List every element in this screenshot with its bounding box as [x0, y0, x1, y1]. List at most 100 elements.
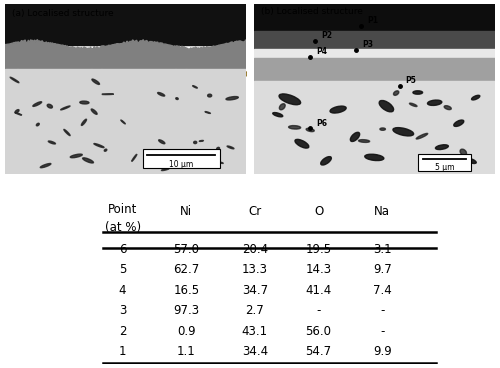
Text: 1.1: 1.1: [177, 345, 196, 358]
Ellipse shape: [48, 141, 56, 144]
Text: 7.4: 7.4: [373, 284, 392, 297]
Bar: [254, 81, 495, 174]
Ellipse shape: [320, 157, 332, 165]
Bar: [5, 68, 246, 174]
Ellipse shape: [279, 94, 300, 105]
Ellipse shape: [472, 95, 480, 100]
Ellipse shape: [208, 94, 212, 97]
Text: 9.7: 9.7: [373, 263, 392, 276]
Bar: [254, 4, 495, 31]
Ellipse shape: [147, 154, 151, 156]
Text: 2: 2: [119, 325, 126, 338]
Ellipse shape: [460, 149, 466, 155]
Text: 2.7: 2.7: [246, 304, 264, 317]
Text: 3.1: 3.1: [373, 243, 392, 256]
Text: Cr: Cr: [248, 205, 262, 218]
Text: P2: P2: [321, 31, 332, 40]
Ellipse shape: [380, 128, 386, 130]
Ellipse shape: [15, 113, 22, 115]
Ellipse shape: [94, 144, 104, 148]
Ellipse shape: [358, 139, 370, 142]
Ellipse shape: [92, 79, 100, 84]
Ellipse shape: [444, 106, 452, 110]
Text: 5: 5: [119, 263, 126, 276]
Ellipse shape: [216, 147, 220, 150]
Ellipse shape: [102, 94, 114, 95]
Ellipse shape: [47, 104, 52, 108]
Ellipse shape: [64, 130, 70, 135]
Ellipse shape: [82, 119, 86, 125]
Ellipse shape: [416, 133, 428, 139]
Bar: [254, 31, 495, 50]
Bar: [5, 4, 246, 45]
Ellipse shape: [466, 158, 476, 163]
Text: Na: Na: [374, 205, 390, 218]
Ellipse shape: [10, 77, 19, 83]
Ellipse shape: [379, 100, 394, 112]
Text: 43.1: 43.1: [242, 325, 268, 338]
Ellipse shape: [121, 120, 125, 124]
Ellipse shape: [436, 145, 448, 149]
Text: 6: 6: [119, 243, 126, 256]
Polygon shape: [5, 40, 246, 75]
Ellipse shape: [280, 104, 285, 110]
Ellipse shape: [132, 154, 137, 161]
Ellipse shape: [158, 92, 164, 96]
Ellipse shape: [330, 106, 346, 113]
Text: 14.3: 14.3: [306, 263, 332, 276]
FancyBboxPatch shape: [142, 149, 220, 168]
Text: 10 μm: 10 μm: [169, 160, 194, 169]
Text: P5: P5: [406, 76, 416, 85]
Text: 34.4: 34.4: [242, 345, 268, 358]
Ellipse shape: [365, 154, 384, 160]
Text: P1: P1: [367, 16, 378, 25]
Bar: [254, 59, 495, 81]
Ellipse shape: [288, 125, 300, 129]
Ellipse shape: [162, 169, 169, 170]
Ellipse shape: [227, 146, 234, 149]
Ellipse shape: [60, 106, 70, 110]
Ellipse shape: [306, 128, 314, 132]
Text: 0.9: 0.9: [177, 325, 196, 338]
Ellipse shape: [82, 158, 94, 163]
Text: Ni: Ni: [180, 205, 192, 218]
Text: 16.5: 16.5: [173, 284, 200, 297]
Text: -: -: [380, 304, 384, 317]
Text: 41.4: 41.4: [306, 284, 332, 297]
Ellipse shape: [295, 139, 309, 148]
Ellipse shape: [220, 162, 223, 163]
Ellipse shape: [188, 150, 192, 155]
Ellipse shape: [104, 149, 107, 151]
Ellipse shape: [80, 101, 89, 104]
Text: 3: 3: [119, 304, 126, 317]
Ellipse shape: [413, 91, 422, 94]
Ellipse shape: [350, 132, 360, 142]
Text: 5 μm: 5 μm: [434, 163, 454, 172]
Ellipse shape: [33, 102, 42, 106]
Ellipse shape: [273, 113, 283, 117]
Ellipse shape: [194, 141, 196, 144]
Ellipse shape: [428, 100, 442, 105]
Text: 19.5: 19.5: [306, 243, 332, 256]
Text: Point: Point: [108, 203, 138, 216]
Text: P4: P4: [316, 47, 328, 56]
Text: 1: 1: [119, 345, 126, 358]
Ellipse shape: [410, 103, 417, 106]
Ellipse shape: [70, 154, 83, 158]
Text: (b) Localised structure: (b) Localised structure: [261, 7, 362, 16]
Ellipse shape: [36, 123, 40, 126]
Text: -: -: [380, 325, 384, 338]
Ellipse shape: [148, 157, 152, 159]
Text: 97.3: 97.3: [173, 304, 200, 317]
Ellipse shape: [15, 110, 19, 113]
Text: 4: 4: [119, 284, 126, 297]
Text: (a) Localised structure: (a) Localised structure: [12, 9, 114, 18]
Text: P3: P3: [362, 40, 373, 49]
Ellipse shape: [91, 109, 97, 114]
Text: 20.4: 20.4: [242, 243, 268, 256]
Bar: [254, 49, 495, 59]
Text: 57.0: 57.0: [174, 243, 200, 256]
Ellipse shape: [158, 140, 165, 144]
Ellipse shape: [393, 128, 413, 136]
Text: 54.7: 54.7: [306, 345, 332, 358]
